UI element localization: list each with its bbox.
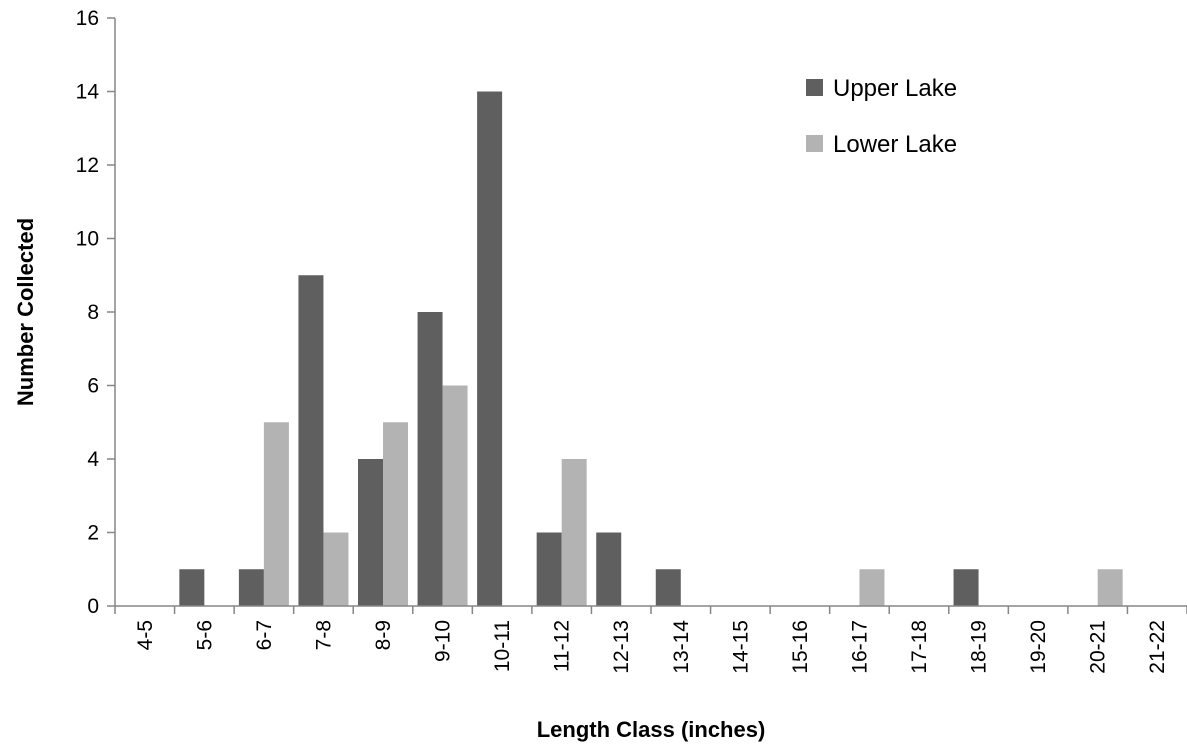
- x-tick-label: 10-11: [491, 620, 514, 672]
- y-tick-label: 12: [76, 154, 99, 177]
- y-tick-label: 6: [87, 375, 99, 398]
- y-axis-title: Number Collected: [13, 218, 38, 406]
- x-tick-label: 15-16: [789, 620, 812, 674]
- x-tick-label: 11-12: [551, 620, 574, 672]
- y-tick-label: 4: [87, 448, 99, 471]
- bar-upper-lake-18-19: [954, 569, 979, 606]
- legend-swatch-lower-lake: [806, 135, 823, 152]
- x-tick-label: 21-22: [1146, 620, 1169, 674]
- x-axis-ticks: 4-5 5-6 6-7 7-8 8-9 9-10 10-11 11-12 12-13 13-14 1…: [115, 606, 1187, 674]
- x-tick-label: 12-13: [610, 620, 633, 674]
- x-tick-label: 6-7: [253, 620, 276, 650]
- bar-upper-lake-10-11: [477, 92, 502, 607]
- bar-upper-lake-5-6: [179, 569, 204, 606]
- bar-lower-lake-8-9: [383, 422, 408, 606]
- x-tick-label: 17-18: [908, 620, 931, 674]
- bars-layer: [179, 92, 1122, 607]
- bar-upper-lake-11-12: [537, 533, 562, 607]
- y-axis-ticks: 0 2 4 6 8 10 12 14 16: [76, 7, 115, 618]
- bar-lower-lake-11-12: [562, 459, 587, 606]
- bar-lower-lake-20-21: [1098, 569, 1123, 606]
- x-tick-label: 14-15: [729, 620, 752, 674]
- y-tick-label: 2: [87, 522, 99, 545]
- x-tick-label: 4-5: [134, 620, 157, 650]
- x-tick-label: 8-9: [372, 620, 395, 650]
- legend: Upper Lake Lower Lake: [806, 75, 957, 158]
- y-tick-label: 8: [87, 301, 99, 324]
- bar-upper-lake-12-13: [596, 533, 621, 607]
- bar-upper-lake-13-14: [656, 569, 681, 606]
- y-tick-label: 10: [76, 228, 99, 251]
- bar-upper-lake-7-8: [298, 275, 323, 606]
- x-tick-label: 16-17: [848, 620, 871, 674]
- x-tick-label: 19-20: [1027, 620, 1050, 674]
- bar-lower-lake-16-17: [859, 569, 884, 606]
- x-tick-label: 18-19: [968, 620, 991, 674]
- legend-label-upper-lake: Upper Lake: [833, 75, 957, 102]
- bar-lower-lake-9-10: [443, 386, 468, 607]
- x-tick-label: 9-10: [432, 620, 455, 662]
- bar-lower-lake-6-7: [264, 422, 289, 606]
- x-tick-label: 20-21: [1087, 620, 1110, 674]
- y-tick-label: 0: [87, 595, 99, 618]
- bar-upper-lake-8-9: [358, 459, 383, 606]
- x-axis-title: Length Class (inches): [537, 717, 766, 742]
- x-tick-label: 13-14: [670, 620, 693, 674]
- bar-upper-lake-6-7: [239, 569, 264, 606]
- legend-label-lower-lake: Lower Lake: [833, 131, 957, 158]
- x-tick-label: 7-8: [312, 620, 335, 650]
- y-tick-label: 14: [76, 81, 100, 104]
- legend-swatch-upper-lake: [806, 79, 823, 96]
- bar-upper-lake-9-10: [418, 312, 443, 606]
- x-tick-label: 5-6: [193, 620, 216, 650]
- bar-lower-lake-7-8: [323, 533, 348, 607]
- y-tick-label: 16: [76, 7, 99, 30]
